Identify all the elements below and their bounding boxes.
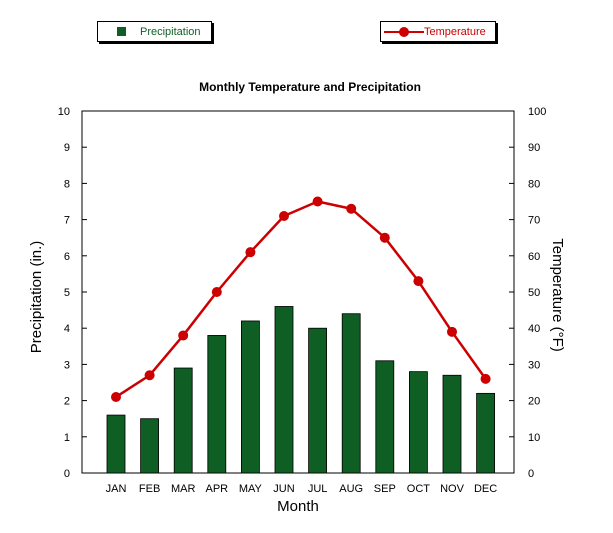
left-tick-label: 4 [64, 323, 70, 335]
legend-line-swatch [384, 26, 424, 38]
x-tick-label: APR [205, 483, 228, 495]
legend-precipitation-label: Precipitation [140, 25, 201, 38]
left-tick-label: 5 [64, 287, 70, 299]
precipitation-bars [106, 306, 496, 474]
left-tick-label: 1 [64, 432, 70, 444]
x-tick-label: JAN [106, 483, 127, 495]
x-tick-label: SEP [374, 483, 396, 495]
precipitation-bar [173, 367, 193, 474]
right-tick-label: 90 [528, 142, 540, 154]
right-axis: 0 10 20 30 40 50 60 70 80 90 100 [509, 106, 546, 480]
left-tick-label: 6 [64, 251, 70, 263]
precipitation-bar [274, 306, 294, 474]
x-tick-label: NOV [440, 483, 465, 495]
precipitation-bar [476, 392, 496, 474]
x-tick-label: FEB [139, 483, 160, 495]
x-tick-label: AUG [339, 483, 363, 495]
right-tick-label: 100 [528, 106, 546, 118]
left-tick-label: 9 [64, 142, 70, 154]
right-tick-label: 70 [528, 215, 540, 227]
precipitation-bar [106, 414, 126, 474]
precipitation-bar [341, 313, 361, 474]
legend-bar-swatch [117, 27, 126, 36]
x-tick-label: MAR [171, 483, 196, 495]
right-tick-label: 50 [528, 287, 540, 299]
x-tick-label: JUL [308, 483, 328, 495]
chart-title: Monthly Temperature and Precipitation [199, 80, 421, 94]
temperature-point [379, 232, 390, 243]
left-axis: 0 1 2 3 4 5 6 7 8 9 10 [58, 106, 87, 480]
precipitation-bar [375, 360, 395, 474]
precipitation-bar [140, 418, 160, 474]
temperature-point [413, 276, 424, 287]
right-tick-label: 60 [528, 251, 540, 263]
left-tick-label: 7 [64, 215, 70, 227]
x-tick-label: DEC [474, 483, 497, 495]
x-axis-title: Month [277, 498, 319, 515]
x-tick-label: JUN [273, 483, 294, 495]
precipitation-bar [240, 320, 260, 474]
precipitation-bar [408, 371, 428, 474]
left-tick-label: 2 [64, 396, 70, 408]
x-tick-label: OCT [407, 483, 431, 495]
precipitation-bar [308, 327, 328, 474]
right-tick-label: 40 [528, 323, 540, 335]
precipitation-bar [207, 335, 227, 474]
precipitation-bar [442, 374, 462, 474]
left-tick-label: 8 [64, 178, 70, 190]
y-axis-title-left: Precipitation (in.) [28, 241, 45, 354]
right-tick-label: 10 [528, 432, 540, 444]
right-tick-label: 80 [528, 178, 540, 190]
right-tick-label: 30 [528, 359, 540, 371]
right-tick-label: 0 [528, 468, 534, 480]
temperature-line [111, 196, 491, 402]
temperature-point [346, 203, 357, 214]
legend-temperature: Temperature [380, 21, 496, 42]
x-tick-label: MAY [239, 483, 263, 495]
temperature-point [111, 391, 121, 402]
temperature-point [211, 287, 222, 297]
temperature-point [245, 247, 256, 258]
left-tick-label: 0 [64, 468, 70, 480]
temperature-point [480, 373, 491, 384]
left-tick-label: 3 [64, 359, 70, 371]
y-axis-title-right: Temperature (°F) [549, 238, 566, 352]
temperature-point [279, 210, 289, 221]
temperature-point [144, 370, 155, 381]
temperature-series-line [115, 200, 487, 399]
legend-temperature-label: Temperature [424, 25, 486, 38]
left-tick-label: 10 [58, 106, 70, 118]
temperature-point [312, 196, 323, 207]
x-axis-labels: JAN FEB MAR APR MAY JUN JUL AUG SEP OCT NOV DEC [106, 483, 498, 495]
temperature-point [178, 330, 189, 341]
temperature-point [447, 326, 457, 337]
right-tick-label: 20 [528, 396, 540, 408]
legend-precipitation: Precipitation [97, 21, 212, 42]
